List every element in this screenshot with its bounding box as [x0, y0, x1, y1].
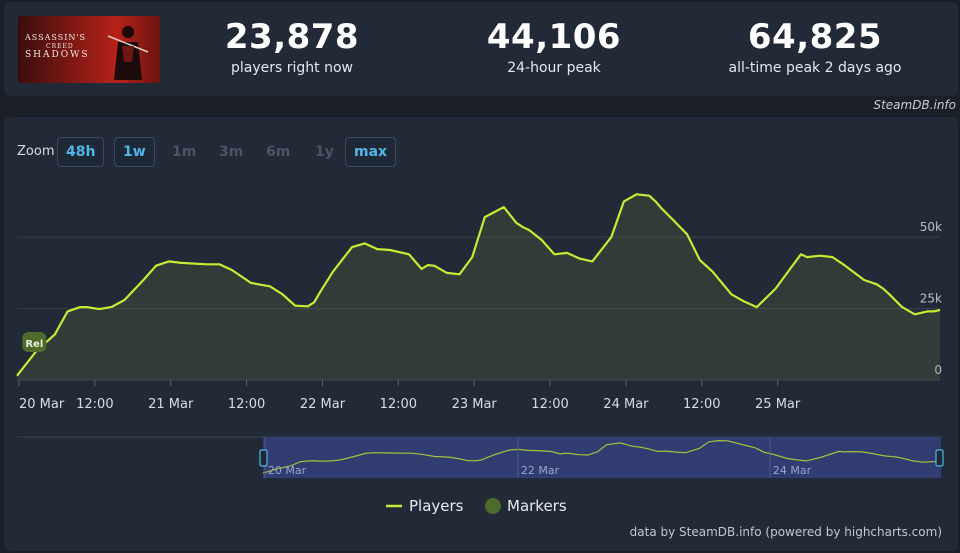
- current-players-value: 23,878: [224, 17, 360, 57]
- x-tick-label: 20 Mar: [19, 397, 65, 412]
- current-players-label: players right now: [231, 60, 353, 76]
- x-tick-label: 12:00: [683, 397, 720, 412]
- y-tick-label: 0: [934, 363, 942, 377]
- y-tick-label: 50k: [920, 220, 942, 234]
- warrior-figure-icon: [107, 26, 149, 80]
- game-thumbnail[interactable]: ASSASSIN'S CREED SHADOWS: [18, 16, 160, 83]
- release-marker[interactable]: Rel: [22, 332, 47, 352]
- navigator-right-handle[interactable]: [935, 449, 944, 467]
- stat-alltime-peak: 64,825 all-time peak 2 days ago: [704, 18, 926, 76]
- players-series-line: [16, 193, 941, 377]
- release-marker-badge[interactable]: [22, 332, 47, 352]
- navigator-selection-band[interactable]: [263, 437, 941, 478]
- legend-markers[interactable]: Markers: [507, 497, 567, 515]
- stat-24h-peak: 44,106 24-hour peak: [454, 18, 654, 76]
- peak-24h-value: 44,106: [486, 17, 622, 57]
- zoom-6m-button[interactable]: 6m: [266, 144, 291, 160]
- navigator-date-label: 20 Mar: [268, 464, 307, 477]
- navigator-date-label: 22 Mar: [521, 464, 560, 477]
- steamdb-credit-link[interactable]: SteamDB.info: [873, 98, 956, 112]
- zoom-3m-button[interactable]: 3m: [219, 144, 244, 160]
- x-tick-label: 21 Mar: [148, 397, 194, 412]
- zoom-max-button[interactable]: max: [345, 137, 397, 167]
- y-tick-label: 25k: [920, 292, 942, 306]
- x-tick-label: 24 Mar: [603, 397, 649, 412]
- navigator-left-handle[interactable]: [259, 449, 268, 467]
- navigator-scrollbar[interactable]: 20 Mar 22 Mar 24 Mar: [17, 436, 944, 478]
- zoom-label: Zoom: [17, 144, 55, 159]
- x-tick-label: 12:00: [380, 397, 417, 412]
- x-tick-label: 12:00: [228, 397, 265, 412]
- navigator-date-label: 24 Mar: [773, 464, 812, 477]
- x-tick-label: 25 Mar: [755, 397, 801, 412]
- highcharts-credit[interactable]: data by SteamDB.info (powered by highcha…: [629, 525, 942, 539]
- zoom-1w-button[interactable]: 1w: [114, 137, 155, 167]
- y-axis-tick-labels: 0 25k 50k: [920, 220, 942, 377]
- legend-markers-swatch: [485, 498, 501, 514]
- zoom-48h-button[interactable]: 48h: [57, 137, 105, 167]
- game-logo-text: ASSASSIN'S: [25, 33, 87, 42]
- x-tick-label: 22 Mar: [300, 397, 346, 412]
- zoom-1m-button[interactable]: 1m: [172, 144, 197, 160]
- navigator-series-line: [262, 439, 942, 474]
- x-tick-label: 12:00: [76, 397, 113, 412]
- legend-players[interactable]: Players: [409, 497, 464, 515]
- legend-players-swatch: [386, 504, 402, 508]
- alltime-peak-label: all-time peak 2 days ago: [728, 60, 902, 76]
- x-axis-tick-labels: 20 Mar 12:00 21 Mar 12:00 22 Mar 12:00 23 Mar 1…: [18, 380, 801, 412]
- peak-24h-label: 24-hour peak: [507, 60, 601, 76]
- x-tick-label: 23 Mar: [452, 397, 498, 412]
- players-area-fill: [17, 194, 940, 380]
- zoom-1y-button[interactable]: 1y: [315, 144, 334, 160]
- release-marker-label: Rel: [25, 339, 43, 350]
- stats-header: ASSASSIN'S CREED SHADOWS 23,878 players …: [4, 2, 958, 96]
- x-tick-label: 12:00: [531, 397, 568, 412]
- stat-current-players: 23,878 players right now: [192, 18, 392, 76]
- chart-panel: Zoom 48h 1w 1m 3m 6m 1y max Players Mark…: [4, 117, 958, 551]
- alltime-peak-value: 64,825: [747, 17, 883, 57]
